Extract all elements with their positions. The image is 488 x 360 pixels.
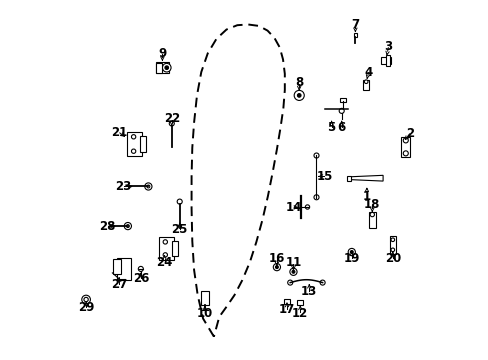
Text: 20: 20	[384, 252, 400, 265]
Bar	[284, 299, 289, 304]
Text: 12: 12	[291, 307, 308, 320]
Circle shape	[294, 90, 304, 100]
Text: 14: 14	[285, 201, 302, 214]
Bar	[353, 33, 356, 37]
Circle shape	[320, 280, 325, 285]
Circle shape	[162, 63, 171, 72]
Text: 26: 26	[132, 273, 149, 285]
Bar	[346, 176, 350, 181]
Bar	[368, 211, 375, 228]
Circle shape	[313, 153, 318, 158]
Text: 5: 5	[327, 121, 335, 134]
Circle shape	[313, 195, 318, 200]
Bar	[380, 57, 390, 64]
Bar	[201, 291, 208, 305]
Circle shape	[84, 297, 88, 302]
Circle shape	[163, 240, 167, 244]
Circle shape	[364, 80, 367, 84]
Circle shape	[124, 222, 131, 230]
Text: 29: 29	[78, 301, 94, 314]
Text: 25: 25	[171, 223, 187, 236]
Bar	[140, 136, 145, 152]
Circle shape	[403, 138, 407, 143]
Circle shape	[169, 121, 174, 126]
Text: 27: 27	[111, 278, 127, 291]
Text: 11: 11	[285, 256, 301, 269]
Circle shape	[390, 248, 394, 252]
Circle shape	[349, 251, 352, 253]
Circle shape	[297, 94, 301, 97]
Bar	[159, 237, 174, 260]
Text: 6: 6	[337, 121, 345, 134]
Text: 4: 4	[364, 66, 372, 78]
Text: 18: 18	[364, 198, 380, 211]
Bar	[389, 236, 395, 254]
Text: 1: 1	[362, 190, 370, 203]
Circle shape	[273, 264, 280, 271]
Text: 9: 9	[158, 47, 166, 60]
Circle shape	[287, 280, 292, 285]
Circle shape	[339, 108, 344, 113]
Bar	[156, 62, 168, 73]
Circle shape	[146, 185, 149, 188]
Text: 13: 13	[301, 285, 317, 298]
Circle shape	[163, 253, 167, 257]
Text: 23: 23	[115, 180, 131, 193]
Text: 21: 21	[111, 126, 127, 139]
Text: 28: 28	[99, 220, 115, 233]
Text: 22: 22	[163, 112, 180, 125]
Text: 19: 19	[343, 252, 359, 265]
Bar	[171, 241, 177, 256]
Circle shape	[347, 248, 355, 256]
Bar	[401, 137, 409, 157]
Text: 7: 7	[350, 18, 359, 31]
Circle shape	[131, 135, 136, 139]
Bar	[385, 55, 389, 66]
Text: 24: 24	[156, 256, 172, 269]
Circle shape	[126, 225, 129, 228]
Circle shape	[275, 266, 278, 269]
Circle shape	[164, 66, 168, 69]
Text: 17: 17	[278, 303, 294, 316]
Bar	[363, 80, 368, 90]
Circle shape	[369, 212, 374, 217]
Circle shape	[144, 183, 152, 190]
Text: 15: 15	[316, 170, 332, 183]
Circle shape	[81, 295, 90, 304]
Text: 16: 16	[268, 252, 285, 265]
Bar	[127, 132, 142, 156]
Circle shape	[390, 238, 394, 242]
Circle shape	[305, 205, 309, 209]
Circle shape	[138, 266, 143, 271]
Bar	[113, 259, 121, 274]
Text: 8: 8	[294, 76, 303, 89]
Circle shape	[177, 199, 182, 204]
Circle shape	[403, 151, 407, 156]
Text: 2: 2	[405, 127, 413, 140]
Bar	[339, 98, 346, 102]
Circle shape	[131, 149, 136, 153]
Text: 10: 10	[196, 307, 213, 320]
Polygon shape	[350, 175, 382, 181]
Text: 3: 3	[384, 40, 392, 53]
Circle shape	[291, 270, 294, 273]
Circle shape	[289, 268, 296, 275]
Bar	[156, 63, 162, 73]
Bar	[117, 258, 131, 280]
Bar	[297, 300, 303, 305]
